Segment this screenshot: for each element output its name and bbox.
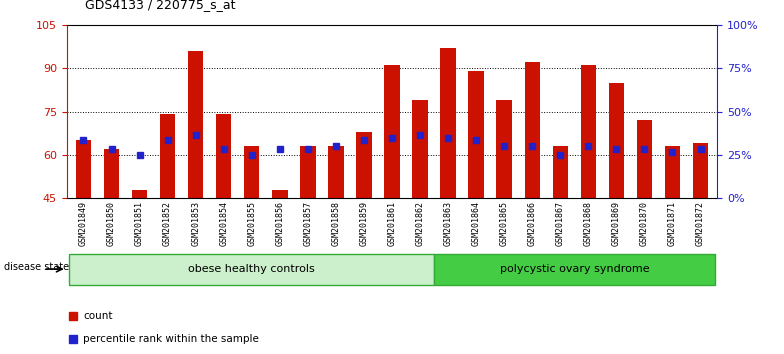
Text: GSM201858: GSM201858 (332, 201, 340, 246)
Bar (496, 100, 512, 198)
Text: GSM201861: GSM201861 (387, 201, 397, 246)
Text: GDS4133 / 220775_s_at: GDS4133 / 220775_s_at (85, 0, 236, 11)
Text: GSM201864: GSM201864 (472, 201, 481, 246)
Bar (468, 71, 484, 198)
Text: GSM201871: GSM201871 (668, 201, 677, 246)
Text: GSM201850: GSM201850 (107, 201, 116, 246)
Text: polycystic ovary syndrome: polycystic ovary syndrome (499, 264, 649, 274)
Bar (637, 120, 652, 198)
Bar (441, 48, 456, 198)
Bar (665, 146, 681, 198)
Text: GSM201865: GSM201865 (499, 201, 509, 246)
Text: GSM201872: GSM201872 (696, 201, 705, 246)
Bar (244, 146, 260, 198)
Bar (328, 146, 343, 198)
Bar (216, 114, 231, 198)
Bar (300, 146, 316, 198)
Bar (76, 141, 91, 198)
Bar (103, 149, 119, 198)
Bar (693, 143, 708, 198)
Text: obese healthy controls: obese healthy controls (188, 264, 315, 274)
Bar (70, 254, 434, 285)
Bar (412, 100, 428, 198)
Bar (356, 132, 372, 198)
Text: GSM201862: GSM201862 (416, 201, 425, 246)
Text: GSM201866: GSM201866 (528, 201, 537, 246)
Text: GSM201870: GSM201870 (640, 201, 649, 246)
Text: count: count (83, 311, 112, 321)
Text: GSM201856: GSM201856 (275, 201, 285, 246)
Text: GSM201851: GSM201851 (135, 201, 144, 246)
Text: GSM201854: GSM201854 (220, 201, 228, 246)
Bar (553, 146, 568, 198)
Text: GSM201849: GSM201849 (79, 201, 88, 246)
Text: GSM201863: GSM201863 (444, 201, 452, 246)
Text: GSM201857: GSM201857 (303, 201, 312, 246)
Text: disease state: disease state (4, 262, 69, 272)
Bar (608, 82, 624, 198)
Bar (581, 65, 596, 198)
Bar (384, 65, 400, 198)
Bar (132, 190, 147, 198)
Bar (524, 62, 540, 198)
Bar (188, 51, 203, 198)
Text: GSM201869: GSM201869 (612, 201, 621, 246)
Text: GSM201868: GSM201868 (584, 201, 593, 246)
Text: GSM201867: GSM201867 (556, 201, 564, 246)
Text: GSM201859: GSM201859 (359, 201, 368, 246)
Text: percentile rank within the sample: percentile rank within the sample (83, 334, 259, 344)
Text: GSM201852: GSM201852 (163, 201, 172, 246)
Bar (272, 190, 288, 198)
Bar (160, 114, 176, 198)
Text: GSM201853: GSM201853 (191, 201, 200, 246)
Text: GSM201855: GSM201855 (247, 201, 256, 246)
Bar (434, 254, 714, 285)
